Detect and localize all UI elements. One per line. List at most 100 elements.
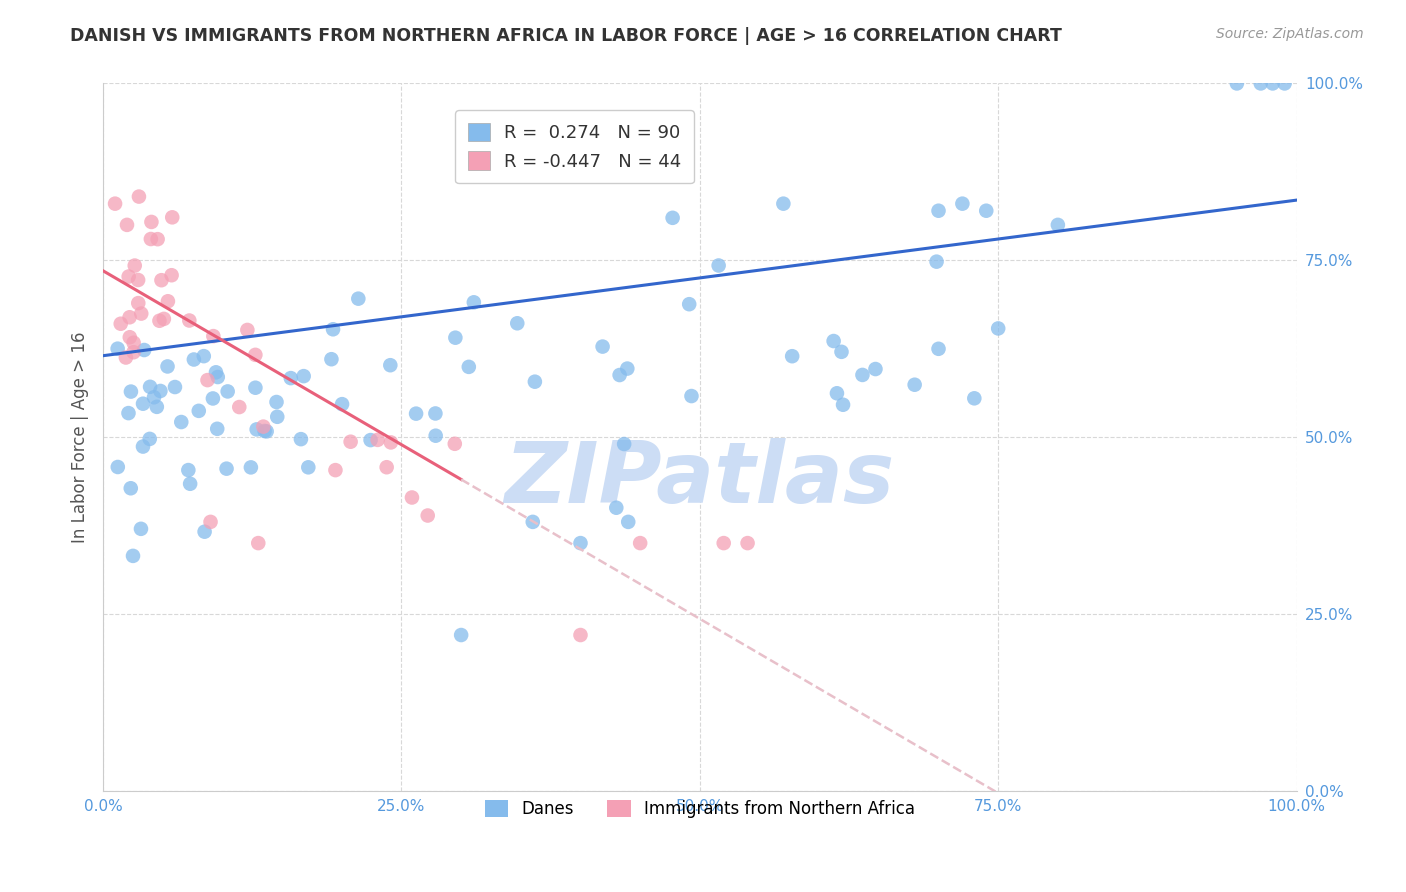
Point [380, 358, 402, 372]
Point [831, 344, 853, 359]
Point [609, 368, 631, 382]
Point [122, 345, 145, 359]
Point [200, 515, 222, 529]
Point [115, 351, 138, 365]
Point [143, 390, 166, 404]
Point [904, 377, 927, 392]
Point [110, 317, 132, 331]
Point [245, 348, 267, 362]
Point [832, 398, 855, 412]
Point [122, 335, 145, 350]
Point [617, 515, 640, 529]
Point [928, 342, 950, 356]
Point [678, 297, 700, 311]
Text: ZIPatlas: ZIPatlas [505, 438, 896, 521]
Point [202, 329, 225, 343]
Point [193, 349, 215, 363]
Point [339, 434, 361, 449]
Point [141, 215, 163, 229]
Point [450, 628, 472, 642]
Point [713, 536, 735, 550]
Point [665, 169, 688, 183]
Point [1261, 77, 1284, 91]
Point [197, 373, 219, 387]
Point [132, 397, 155, 411]
Point [146, 232, 169, 246]
Point [963, 392, 986, 406]
Point [134, 343, 156, 357]
Point [107, 460, 129, 475]
Point [252, 419, 274, 434]
Point [207, 370, 229, 384]
Point [201, 392, 224, 406]
Point [132, 440, 155, 454]
Point [463, 295, 485, 310]
Point [160, 268, 183, 283]
Point [405, 407, 427, 421]
Point [170, 415, 193, 429]
Point [120, 384, 142, 399]
Point [118, 330, 141, 344]
Point [457, 359, 479, 374]
Point [290, 432, 312, 446]
Point [592, 340, 614, 354]
Point [380, 435, 402, 450]
Point [661, 211, 683, 225]
Point [138, 432, 160, 446]
Point [569, 536, 592, 550]
Point [865, 362, 887, 376]
Point [321, 352, 343, 367]
Point [127, 296, 149, 310]
Point [780, 349, 803, 363]
Point [120, 481, 142, 495]
Point [1226, 77, 1249, 91]
Point [1274, 77, 1296, 91]
Point [128, 189, 150, 203]
Point [628, 536, 651, 550]
Point [325, 463, 347, 477]
Point [613, 437, 636, 451]
Point [425, 407, 447, 421]
Point [177, 463, 200, 477]
Point [444, 331, 467, 345]
Point [236, 323, 259, 337]
Point [245, 381, 267, 395]
Point [104, 196, 127, 211]
Text: DANISH VS IMMIGRANTS FROM NORTHERN AFRICA IN LABOR FORCE | AGE > 16 CORRELATION : DANISH VS IMMIGRANTS FROM NORTHERN AFRIC… [70, 27, 1062, 45]
Point [522, 515, 544, 529]
Text: Source: ZipAtlas.com: Source: ZipAtlas.com [1216, 27, 1364, 41]
Point [401, 491, 423, 505]
Point [375, 460, 398, 475]
Point [266, 395, 288, 409]
Point [146, 400, 169, 414]
Point [117, 406, 139, 420]
Point [150, 273, 173, 287]
Point [118, 269, 141, 284]
Point [443, 437, 465, 451]
Point [217, 384, 239, 399]
Point [228, 400, 250, 414]
Point [950, 196, 973, 211]
Point [118, 310, 141, 325]
Point [253, 424, 276, 438]
Point [153, 311, 176, 326]
Point [205, 365, 228, 379]
Point [925, 254, 948, 268]
Point [187, 404, 209, 418]
Point [256, 425, 278, 439]
Point [107, 342, 129, 356]
Point [239, 460, 262, 475]
Point [139, 232, 162, 246]
Point [605, 500, 627, 515]
Point [823, 334, 845, 348]
Point [416, 508, 439, 523]
Point [330, 397, 353, 411]
Point [215, 461, 238, 475]
Point [149, 384, 172, 398]
Point [322, 322, 344, 336]
Point [124, 259, 146, 273]
Point [139, 380, 162, 394]
Point [851, 368, 873, 382]
Point [194, 524, 217, 539]
Point [825, 386, 848, 401]
